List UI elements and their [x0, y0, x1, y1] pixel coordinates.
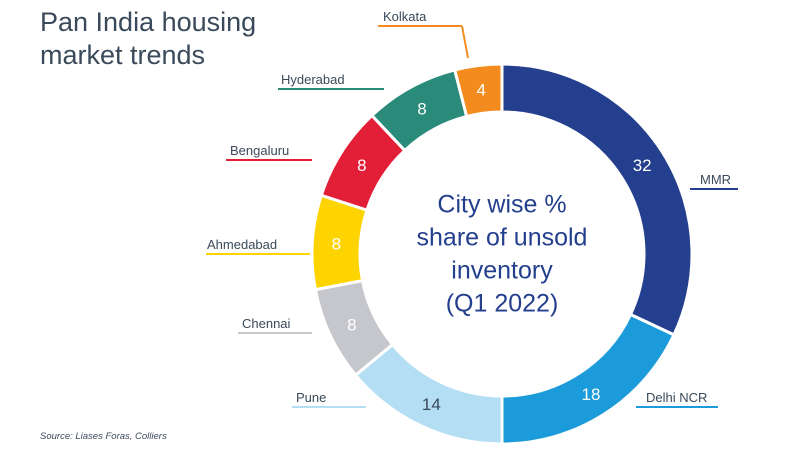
value-label-chennai: 8 [347, 316, 356, 335]
category-label-bengaluru: Bengaluru [230, 143, 289, 158]
category-label-mmr: MMR [700, 172, 731, 187]
value-label-mmr: 32 [633, 156, 652, 175]
slice-delhi-ncr [500, 312, 676, 446]
center-text-line: City wise % [437, 191, 566, 219]
category-label-ahmedabad: Ahmedabad [207, 237, 277, 252]
value-label-bengaluru: 8 [357, 156, 366, 175]
value-label-pune: 14 [422, 395, 441, 414]
center-text-line: inventory [451, 257, 553, 285]
category-label-chennai: Chennai [242, 316, 291, 331]
value-label-ahmedabad: 8 [332, 235, 341, 254]
category-label-hyderabad: Hyderabad [281, 72, 345, 87]
source-note: Source: Liases Foras, Colliers [40, 431, 167, 442]
page-title: Pan India housing market trends [40, 7, 257, 70]
slice-mmr [500, 62, 694, 337]
slice-kolkata [452, 62, 504, 119]
category-label-pune: Pune [296, 390, 326, 405]
center-text-line: (Q1 2022) [446, 290, 559, 318]
value-label-delhi-ncr: 18 [581, 385, 600, 404]
leader-kink-kolkata [461, 25, 469, 59]
value-label-hyderabad: 8 [417, 100, 426, 119]
category-label-delhi-ncr: Delhi NCR [646, 390, 707, 405]
value-label-kolkata: 4 [476, 80, 485, 99]
center-text-line: share of unsold [417, 224, 588, 252]
category-label-kolkata: Kolkata [383, 9, 427, 24]
